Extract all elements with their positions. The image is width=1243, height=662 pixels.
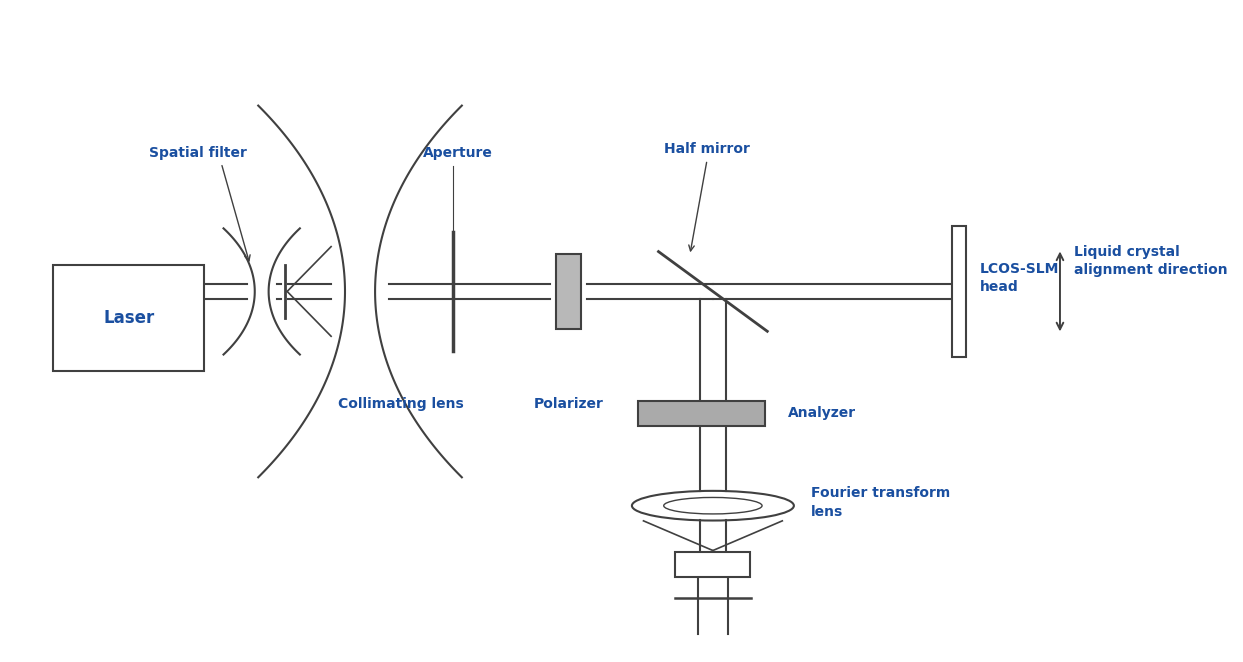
Bar xyxy=(675,552,751,577)
Text: LCOS-SLM
head: LCOS-SLM head xyxy=(981,262,1059,295)
Bar xyxy=(53,265,204,371)
Text: Half mirror: Half mirror xyxy=(664,142,750,156)
Bar xyxy=(638,401,764,426)
Text: Spatial filter: Spatial filter xyxy=(149,146,247,160)
Text: Collimating lens: Collimating lens xyxy=(338,397,464,411)
Text: Analyzer: Analyzer xyxy=(788,406,856,420)
Text: Aperture: Aperture xyxy=(424,146,493,160)
Bar xyxy=(556,254,580,330)
Text: Liquid crystal
alignment direction: Liquid crystal alignment direction xyxy=(1074,246,1228,277)
Text: Laser: Laser xyxy=(103,308,154,327)
Text: Polarizer: Polarizer xyxy=(533,397,603,411)
Text: Fourier transform
lens: Fourier transform lens xyxy=(812,486,951,518)
Bar xyxy=(952,226,966,357)
